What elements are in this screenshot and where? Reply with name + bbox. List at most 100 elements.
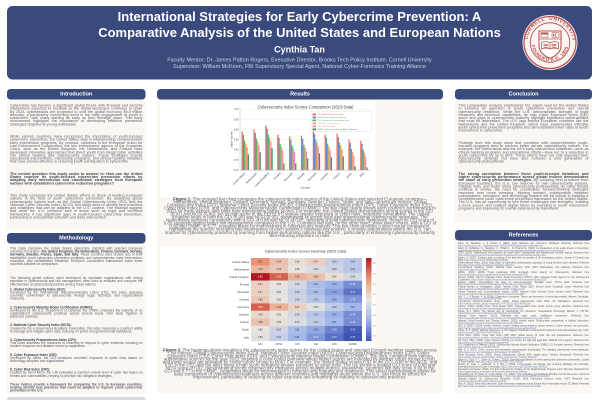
- svg-text:Index Scores: Index Scores: [230, 131, 234, 148]
- svg-text:0.88: 0.88: [277, 269, 282, 271]
- svg-text:Netherlands: Netherlands: [245, 171, 259, 185]
- svg-text:NCSI: NCSI: [276, 342, 283, 346]
- svg-text:0.81: 0.81: [332, 322, 337, 324]
- svg-text:0.85: 0.85: [277, 292, 282, 294]
- svg-text:0.82: 0.82: [314, 299, 319, 301]
- svg-text:0.85: 0.85: [277, 284, 282, 286]
- svg-text:0.92: 0.92: [373, 263, 376, 265]
- svg-text:Finland: Finland: [240, 282, 250, 286]
- svg-text:France: France: [240, 320, 249, 324]
- svg-text:Spain: Spain: [345, 171, 353, 179]
- svg-text:Norway: Norway: [240, 298, 250, 302]
- svg-text:Denmark: Denmark: [283, 171, 294, 182]
- svg-text:0.84: 0.84: [373, 305, 376, 307]
- svg-text:0.85: 0.85: [277, 314, 282, 316]
- svg-text:0.81: 0.81: [314, 292, 319, 294]
- svg-text:United States: United States: [232, 171, 247, 186]
- svg-text:CRI: CRI: [332, 342, 337, 346]
- svg-text:GCI: Global Cybersecurity Inde: GCI: Global Cybersecurity Index: [318, 113, 344, 116]
- svg-text:United States: United States: [232, 260, 249, 264]
- svg-text:0.83: 0.83: [277, 337, 282, 339]
- svg-text:0.87: 0.87: [258, 284, 263, 286]
- svg-text:CEI: CEI: [314, 342, 319, 346]
- svg-text:0.93: 0.93: [258, 307, 263, 309]
- svg-text:NCSI: National Cyber Security: NCSI: National Cyber Security Index: [318, 116, 347, 119]
- svg-text:0.93: 0.93: [277, 277, 282, 279]
- svg-text:0.89: 0.89: [258, 269, 263, 271]
- svg-text:0.85: 0.85: [234, 139, 239, 142]
- svg-text:0.86: 0.86: [277, 322, 282, 324]
- svg-text:0.78: 0.78: [351, 284, 356, 286]
- svg-text:0.78: 0.78: [332, 330, 337, 332]
- svg-text:0.83: 0.83: [295, 299, 300, 301]
- svg-text:0.80: 0.80: [332, 284, 337, 286]
- svg-text:0.89: 0.89: [277, 307, 282, 309]
- svg-text:0.83: 0.83: [277, 330, 282, 332]
- svg-text:Country: Country: [300, 186, 311, 190]
- svg-text:0.85: 0.85: [258, 337, 263, 339]
- svg-text:0.85: 0.85: [314, 307, 319, 309]
- svg-text:0.83: 0.83: [332, 262, 337, 264]
- svg-text:Germany: Germany: [237, 305, 249, 309]
- svg-text:0.89: 0.89: [295, 277, 300, 279]
- svg-text:0.84: 0.84: [351, 277, 356, 279]
- svg-text:CEI: Cyber Exposure Index: CEI: Cyber Exposure Index: [318, 123, 340, 125]
- svg-text:0.80: 0.80: [332, 314, 337, 316]
- svg-text:Sweden: Sweden: [319, 171, 329, 181]
- svg-text:CPI: CPI: [295, 342, 300, 346]
- svg-text:CRI: Cyber Risk Index: CRI: Cyber Risk Index: [318, 126, 336, 128]
- svg-text:0.82: 0.82: [373, 315, 376, 317]
- svg-text:0.76: 0.76: [351, 330, 356, 332]
- svg-text:0.77: 0.77: [351, 292, 356, 294]
- svg-text:0.80: 0.80: [234, 149, 239, 152]
- svg-text:0.75: 0.75: [234, 159, 239, 162]
- svg-text:Spain: Spain: [242, 328, 250, 332]
- svg-text:Cybersecurity Index Scores Com: Cybersecurity Index Scores Comparison (2…: [257, 105, 354, 110]
- svg-text:0.85: 0.85: [295, 269, 300, 271]
- svg-text:Germany: Germany: [307, 171, 318, 182]
- svg-text:0.87: 0.87: [314, 262, 319, 264]
- svg-text:0.82: 0.82: [314, 322, 319, 324]
- svg-text:CMMC: CMMC: [349, 342, 357, 346]
- svg-text:0.87: 0.87: [295, 307, 300, 309]
- svg-text:0.85: 0.85: [277, 299, 282, 301]
- svg-text:0.81: 0.81: [351, 307, 356, 309]
- svg-text:Italy: Italy: [244, 335, 250, 339]
- svg-text:0.95: 0.95: [234, 118, 239, 121]
- svg-text:0.80: 0.80: [332, 299, 337, 301]
- svg-text:France: France: [332, 171, 341, 180]
- svg-text:Italy: Italy: [358, 171, 365, 178]
- svg-text:0.99: 0.99: [258, 277, 263, 279]
- svg-text:0.88: 0.88: [258, 299, 263, 301]
- svg-text:0.86: 0.86: [295, 262, 300, 264]
- svg-text:0.88: 0.88: [258, 322, 263, 324]
- svg-text:0.78: 0.78: [351, 314, 356, 316]
- svg-text:CPI: Cybersecurity Preparednes: CPI: Cybersecurity Preparedness Index: [318, 119, 350, 122]
- svg-text:0.82: 0.82: [351, 262, 356, 264]
- svg-text:0.81: 0.81: [295, 330, 300, 332]
- svg-text:0.84: 0.84: [295, 322, 300, 324]
- svg-text:0.86: 0.86: [373, 294, 376, 296]
- svg-text:0.84: 0.84: [295, 314, 300, 316]
- svg-text:0.83: 0.83: [295, 292, 300, 294]
- svg-text:0.84: 0.84: [295, 284, 300, 286]
- svg-text:Netherlands: Netherlands: [234, 267, 250, 271]
- svg-text:0.80: 0.80: [314, 330, 319, 332]
- svg-text:0.85: 0.85: [258, 330, 263, 332]
- svg-text:0.80: 0.80: [373, 325, 376, 327]
- svg-text:0.84: 0.84: [314, 269, 319, 271]
- svg-text:1.00: 1.00: [234, 108, 239, 111]
- svg-text:0.81: 0.81: [295, 337, 300, 339]
- svg-text:GCI: GCI: [258, 342, 263, 346]
- svg-text:0.81: 0.81: [314, 284, 319, 286]
- svg-text:0.83: 0.83: [332, 269, 337, 271]
- svg-text:0.90: 0.90: [373, 273, 376, 275]
- svg-text:0.70: 0.70: [234, 169, 239, 172]
- svg-text:0.73: 0.73: [351, 337, 356, 339]
- svg-text:0.78: 0.78: [373, 336, 376, 338]
- svg-text:Cybersecurity Index Scores Hea: Cybersecurity Index Scores Heatmap (2023…: [265, 250, 347, 254]
- svg-text:0.82: 0.82: [351, 269, 356, 271]
- svg-text:0.82: 0.82: [314, 314, 319, 316]
- svg-text:0.79: 0.79: [332, 292, 337, 294]
- svg-text:0.88: 0.88: [277, 262, 282, 264]
